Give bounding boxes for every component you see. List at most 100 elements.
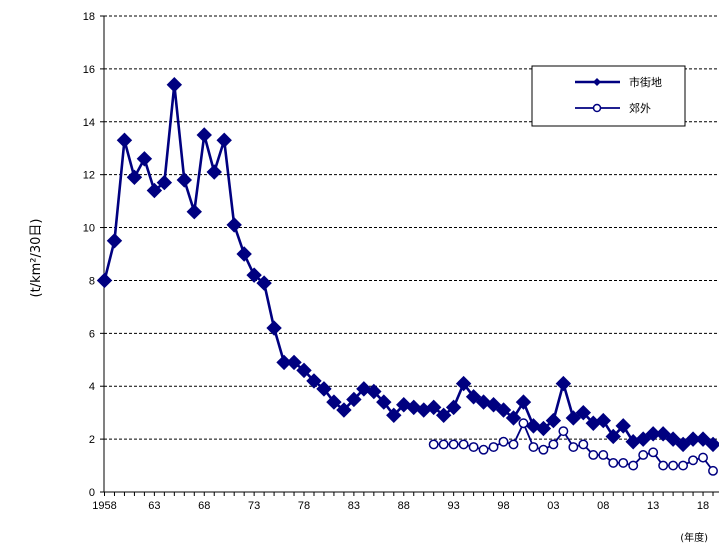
x-tick-label-3: 73 xyxy=(248,500,260,512)
series-0-point-1973 xyxy=(246,267,262,283)
series-1-point-1993 xyxy=(448,439,459,450)
series-0-point-1992 xyxy=(435,407,452,424)
series-0-line xyxy=(103,83,714,446)
series-1-point-2015 xyxy=(668,460,679,471)
series-1-point-2016 xyxy=(678,460,689,471)
x-tick-label-9: 03 xyxy=(547,500,559,512)
series-1-point-1999 xyxy=(508,439,519,450)
series-0-point-1972 xyxy=(236,246,252,262)
series-1-point-2014 xyxy=(658,460,669,471)
series-0-point-1994 xyxy=(455,375,472,392)
legend-marker-0 xyxy=(593,78,601,86)
y-tick-label-1: 2 xyxy=(89,434,95,446)
x-axis-unit-label: (年度) xyxy=(680,531,708,544)
series-0-point-1995 xyxy=(465,389,482,405)
x-tick-label-8: 98 xyxy=(497,500,509,512)
series-0-point-2003 xyxy=(545,412,562,429)
series-0-point-2002 xyxy=(535,420,552,437)
series-0-point-2012 xyxy=(635,431,651,447)
y-tick-label-9: 18 xyxy=(83,11,95,23)
series-0-point-1962 xyxy=(136,151,153,167)
series-0-point-1970 xyxy=(216,132,232,148)
series-0-point-1960 xyxy=(116,132,133,148)
series-1-point-2001 xyxy=(528,442,539,452)
series-0-point-2004 xyxy=(555,375,572,392)
y-tick-label-6: 12 xyxy=(83,170,95,182)
series-1-point-2017 xyxy=(688,455,699,466)
x-tick-label-7: 93 xyxy=(448,500,460,512)
series-1-point-2003 xyxy=(548,439,559,450)
series-0-point-2000 xyxy=(515,394,532,410)
y-tick-label-3: 6 xyxy=(89,328,95,340)
series-1-point-2012 xyxy=(638,450,649,460)
series-1-point-2019 xyxy=(708,465,718,476)
series-1-point-1994 xyxy=(458,439,469,450)
series-1-point-1998 xyxy=(498,436,509,447)
series-0-point-2018 xyxy=(695,431,711,447)
series-1-point-2002 xyxy=(538,444,549,455)
series-1-point-1991 xyxy=(428,439,439,450)
series-0-point-1959 xyxy=(106,233,123,249)
series-0-point-2008 xyxy=(595,412,611,429)
x-tick-label-4: 78 xyxy=(298,500,310,512)
series-0-point-2015 xyxy=(665,431,681,447)
y-tick-label-8: 16 xyxy=(83,64,95,76)
x-tick-label-2: 68 xyxy=(198,500,210,512)
series-0-point-1981 xyxy=(326,394,342,410)
series-0-point-1979 xyxy=(306,373,322,389)
series-1-point-1996 xyxy=(478,444,489,455)
series-0-point-1997 xyxy=(485,397,502,413)
series-1-point-1995 xyxy=(468,442,479,452)
series-1-point-2018 xyxy=(698,452,708,463)
y-tick-labels: 0 2 4 6 8 10 12 14 16 18 xyxy=(83,11,95,499)
x-tick-labels: 1958 63 68 73 78 83 88 93 98 03 08 13 18 xyxy=(92,500,709,512)
x-tick-label-0: 1958 xyxy=(92,500,116,512)
series-0-point-1978 xyxy=(296,362,312,379)
series-1 xyxy=(428,418,718,476)
x-tick-label-10: 08 xyxy=(597,500,609,512)
series-1-point-2000 xyxy=(518,418,529,429)
x-tick-label-5: 83 xyxy=(348,500,360,512)
legend-box xyxy=(531,65,686,127)
legend-label-0: 市街地 xyxy=(629,75,662,89)
series-0-point-1964 xyxy=(156,174,173,191)
axes xyxy=(100,15,719,496)
series-0-point-1958 xyxy=(96,272,113,289)
series-0-point-2006 xyxy=(575,404,592,421)
series-1-point-1997 xyxy=(488,442,499,452)
series-0-point-1961 xyxy=(126,169,143,186)
series-0-point-2014 xyxy=(655,426,671,442)
gridlines xyxy=(104,15,719,440)
series-1-point-1992 xyxy=(438,439,449,450)
series-0-point-1968 xyxy=(196,127,212,143)
y-tick-label-2: 4 xyxy=(89,381,95,393)
x-tick-label-1: 63 xyxy=(148,500,160,512)
y-tick-label-5: 10 xyxy=(83,223,95,235)
series-0-point-2010 xyxy=(615,418,631,434)
series xyxy=(96,77,719,476)
series-0-point-1977 xyxy=(286,354,302,371)
series-1-point-2008 xyxy=(598,450,609,460)
y-tick-label-7: 14 xyxy=(83,117,95,129)
series-0-point-1991 xyxy=(425,399,442,416)
series-0-point-2005 xyxy=(565,410,582,426)
series-1-point-2009 xyxy=(608,457,619,468)
series-1-point-2013 xyxy=(648,447,659,458)
series-0-point-1971 xyxy=(226,217,242,233)
y-tick-label-0: 0 xyxy=(89,487,95,499)
legend-label-1: 郊外 xyxy=(629,102,651,115)
series-0-point-1969 xyxy=(206,164,222,180)
series-0-point-1967 xyxy=(186,203,202,220)
x-tick-label-11: 13 xyxy=(647,500,659,512)
series-0-point-2019 xyxy=(705,436,719,453)
series-0-point-1983 xyxy=(346,391,362,408)
series-0-point-1998 xyxy=(495,402,512,418)
series-1-point-2010 xyxy=(618,457,629,468)
series-0-point-1999 xyxy=(505,410,522,426)
series-0-point-1965 xyxy=(166,77,183,93)
series-0 xyxy=(96,77,719,453)
series-1-point-2011 xyxy=(628,460,639,471)
series-0-point-2016 xyxy=(675,436,691,453)
